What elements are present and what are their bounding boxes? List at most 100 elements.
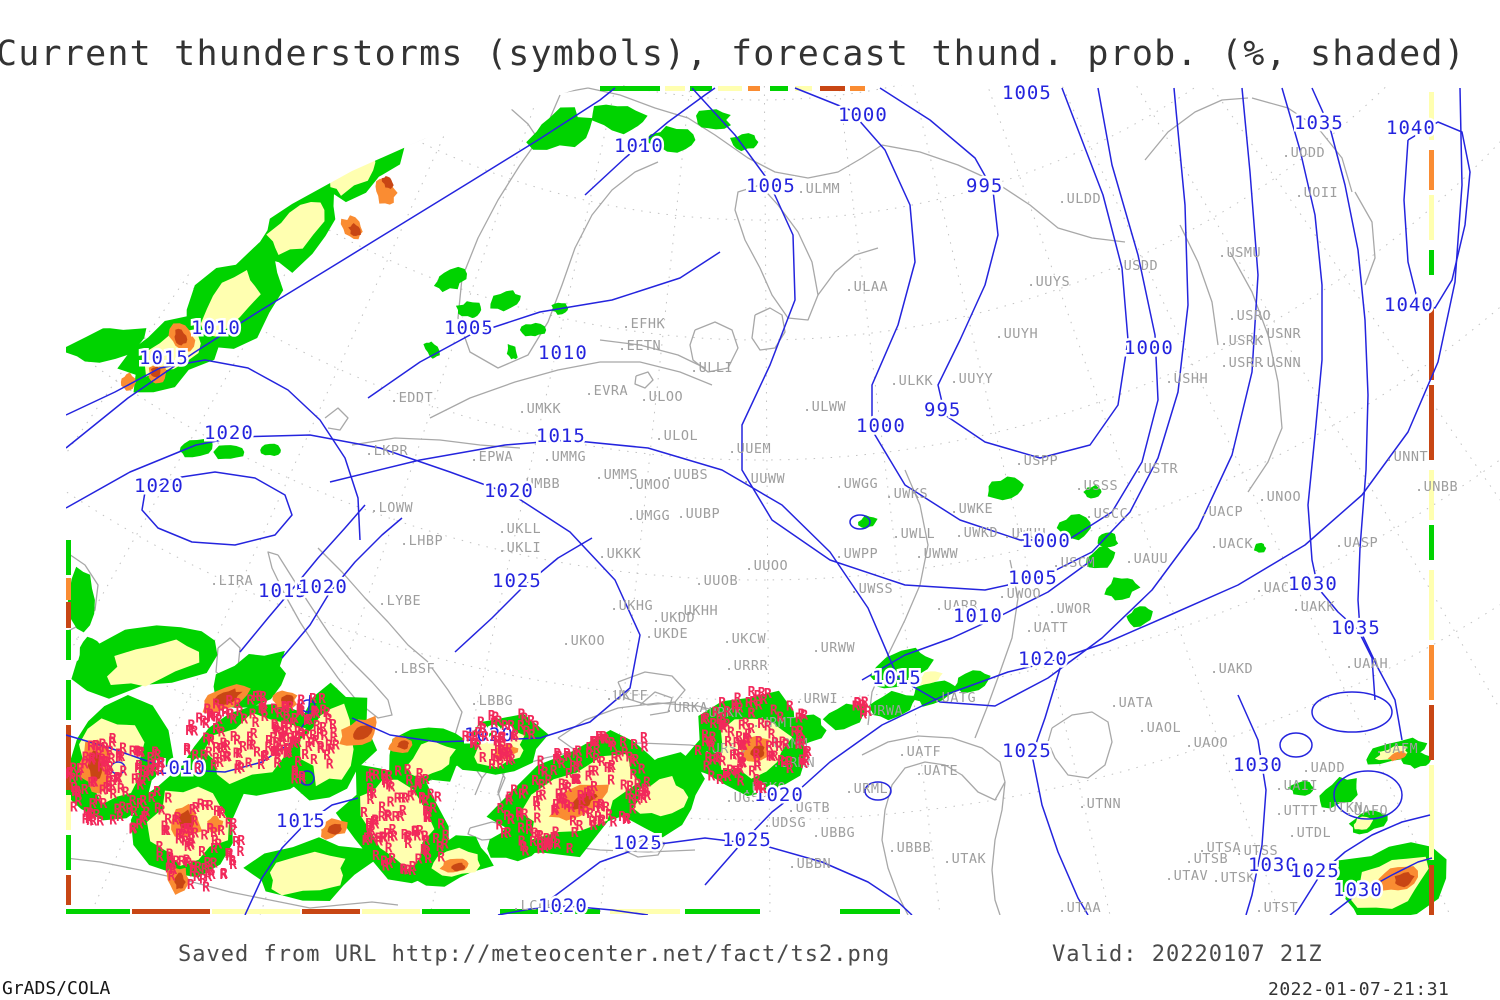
svg-text:R: R <box>755 735 763 750</box>
svg-text:R: R <box>191 748 199 763</box>
svg-text:R: R <box>753 773 761 788</box>
svg-text:R: R <box>97 761 105 776</box>
svg-text:R: R <box>218 725 226 740</box>
svg-text:R: R <box>589 735 597 750</box>
svg-text:R: R <box>226 694 234 709</box>
svg-text:R: R <box>225 817 233 832</box>
svg-text:R: R <box>273 723 281 738</box>
svg-text:R: R <box>178 829 186 844</box>
svg-text:R: R <box>399 862 407 877</box>
svg-text:R: R <box>574 744 582 759</box>
isobar-label: 1025 <box>1002 740 1052 762</box>
svg-text:R: R <box>108 752 116 767</box>
svg-text:R: R <box>245 757 253 772</box>
svg-text:R: R <box>394 765 402 780</box>
svg-text:R: R <box>586 807 594 822</box>
station-label: .URMN <box>772 755 815 771</box>
isobar-label: 1020 <box>204 422 254 444</box>
svg-text:R: R <box>708 770 716 785</box>
svg-text:R: R <box>189 866 197 881</box>
svg-text:R: R <box>103 781 111 796</box>
svg-text:R: R <box>590 819 598 834</box>
svg-text:R: R <box>410 784 418 799</box>
svg-text:R: R <box>413 829 421 844</box>
svg-text:R: R <box>294 725 302 740</box>
svg-text:R: R <box>201 799 209 814</box>
svg-text:R: R <box>143 805 151 820</box>
svg-text:R: R <box>234 763 242 778</box>
station-label: .UACP <box>1200 504 1243 520</box>
svg-text:R: R <box>407 789 415 804</box>
svg-text:R: R <box>201 829 209 844</box>
svg-text:R: R <box>257 758 265 773</box>
svg-text:R: R <box>630 768 638 783</box>
svg-text:R: R <box>385 857 393 872</box>
svg-text:R: R <box>210 842 218 857</box>
svg-text:R: R <box>479 722 487 737</box>
svg-text:R: R <box>95 741 103 756</box>
svg-text:R: R <box>134 762 142 777</box>
isobar-label: 1020 <box>754 784 804 806</box>
svg-text:R: R <box>156 840 164 855</box>
svg-text:R: R <box>217 742 225 757</box>
svg-text:R: R <box>404 763 412 778</box>
svg-text:R: R <box>88 776 96 791</box>
svg-text:R: R <box>744 727 752 742</box>
svg-text:R: R <box>566 842 574 857</box>
svg-text:R: R <box>378 800 386 815</box>
svg-text:R: R <box>367 793 375 808</box>
svg-text:R: R <box>588 765 596 780</box>
svg-text:R: R <box>732 765 740 780</box>
svg-text:R: R <box>366 827 374 842</box>
isobar-label: 1015 <box>276 810 326 832</box>
svg-text:R: R <box>518 788 526 803</box>
svg-text:R: R <box>471 730 479 745</box>
svg-text:R: R <box>776 710 784 725</box>
svg-text:R: R <box>735 730 743 745</box>
svg-text:R: R <box>283 742 291 757</box>
svg-text:R: R <box>416 824 424 839</box>
svg-text:R: R <box>206 709 214 724</box>
svg-text:R: R <box>764 719 772 734</box>
svg-text:R: R <box>716 713 724 728</box>
svg-text:R: R <box>626 751 634 766</box>
svg-text:R: R <box>281 725 289 740</box>
svg-text:R: R <box>89 797 97 812</box>
svg-text:R: R <box>280 720 288 735</box>
svg-text:R: R <box>237 834 245 849</box>
svg-text:R: R <box>537 754 545 769</box>
svg-text:R: R <box>372 768 380 783</box>
svg-text:R: R <box>226 708 234 723</box>
svg-text:R: R <box>303 714 311 729</box>
svg-text:R: R <box>194 761 202 776</box>
svg-text:R: R <box>539 789 547 804</box>
station-label: .UWLL <box>892 526 935 542</box>
svg-text:R: R <box>260 697 268 712</box>
svg-text:R: R <box>252 716 260 731</box>
station-label: .UBBG <box>812 825 855 841</box>
svg-text:R: R <box>387 796 395 811</box>
svg-text:R: R <box>317 742 325 757</box>
svg-text:R: R <box>462 730 470 745</box>
svg-text:R: R <box>633 794 641 809</box>
svg-text:R: R <box>531 826 539 841</box>
svg-text:R: R <box>780 756 788 771</box>
svg-text:R: R <box>164 813 172 828</box>
svg-text:R: R <box>490 748 498 763</box>
svg-text:R: R <box>191 815 199 830</box>
svg-text:R: R <box>796 724 804 739</box>
svg-text:R: R <box>520 840 528 855</box>
svg-text:R: R <box>536 838 544 853</box>
station-label: .UNOO <box>1258 489 1301 505</box>
svg-text:R: R <box>158 804 166 819</box>
svg-text:R: R <box>768 728 776 743</box>
svg-text:R: R <box>737 751 745 766</box>
svg-text:R: R <box>602 801 610 816</box>
station-labels: .ULMM .EFHK .EETN .ULLI .ULAA .UUYS .UUYH .ULKK… <box>210 145 1458 915</box>
svg-text:R: R <box>252 690 260 705</box>
svg-text:R: R <box>497 743 505 758</box>
svg-text:R: R <box>272 745 280 760</box>
svg-text:R: R <box>291 737 299 752</box>
svg-text:R: R <box>272 720 280 735</box>
